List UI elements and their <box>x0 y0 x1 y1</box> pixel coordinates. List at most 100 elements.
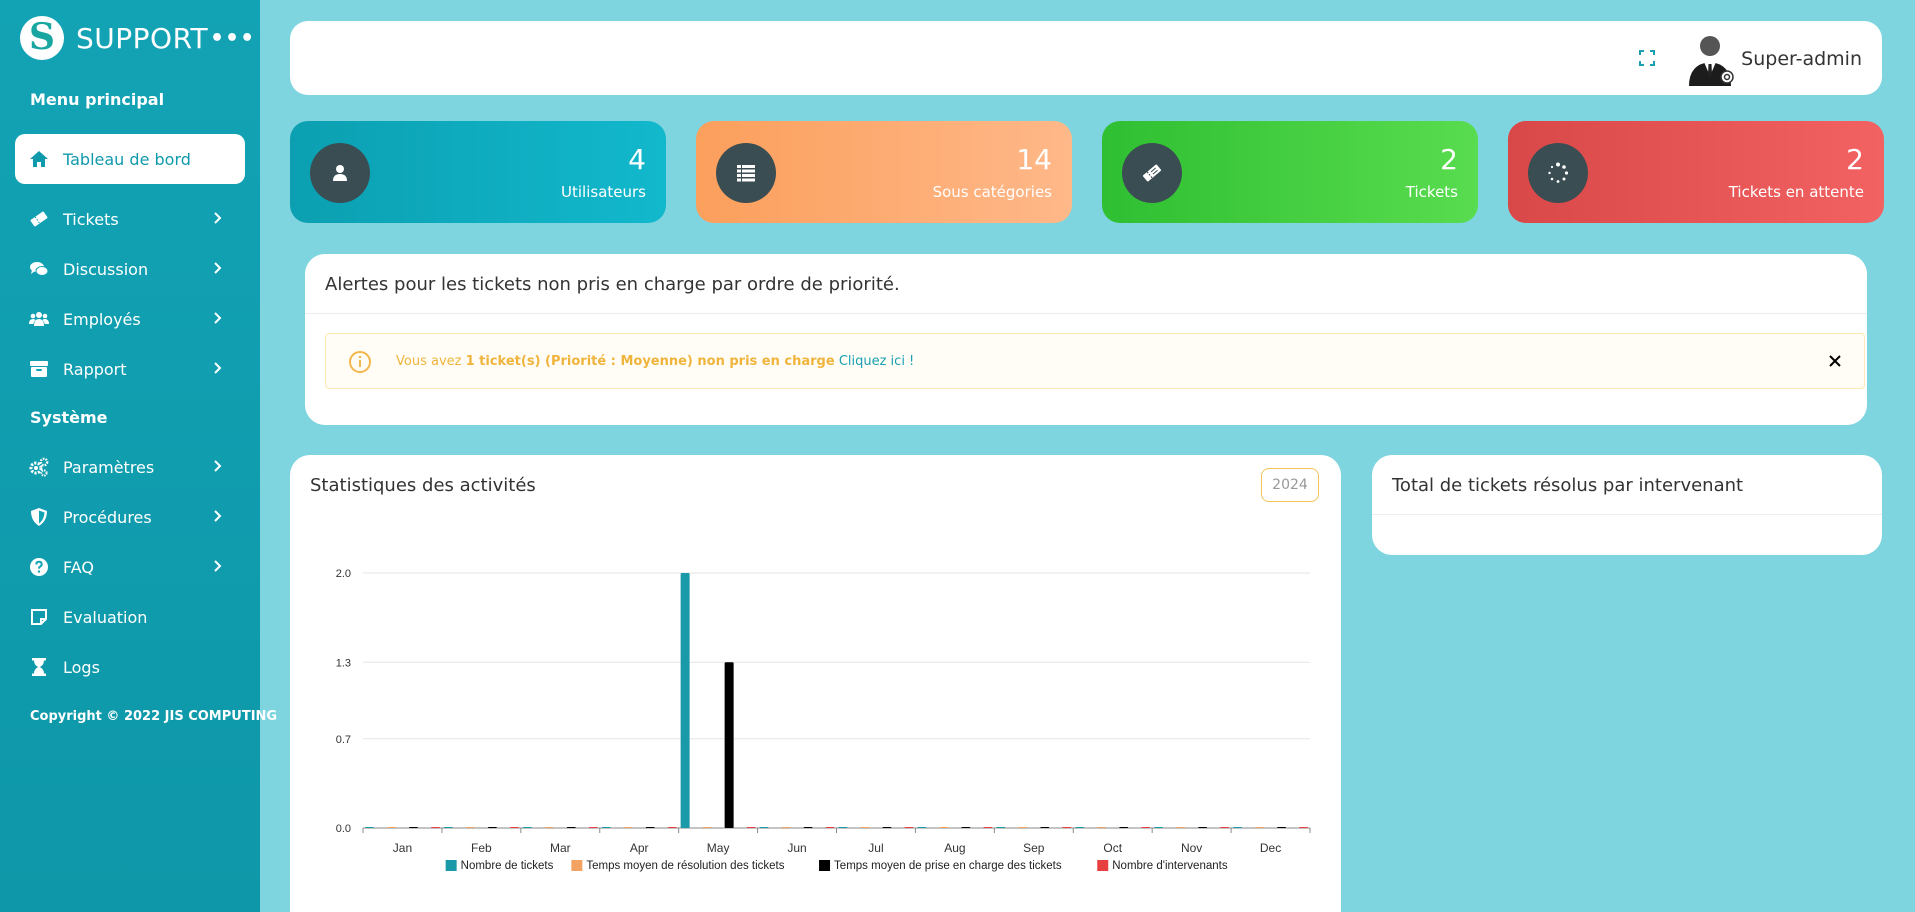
bar <box>882 827 892 828</box>
top-bar: Super-admin <box>290 21 1882 95</box>
sidebar: S SUPPORT ••• Menu principal Tableau de … <box>0 0 277 912</box>
stat-icon-circle <box>716 143 776 203</box>
bar <box>1075 827 1085 828</box>
bar <box>509 827 519 828</box>
sidebar-item-employes[interactable]: Employés <box>15 294 245 344</box>
more-options-icon[interactable]: ••• <box>210 26 256 51</box>
avatar[interactable] <box>1683 32 1737 86</box>
fullscreen-icon[interactable] <box>1639 50 1655 66</box>
brand-name: SUPPORT <box>76 21 209 55</box>
sidebar-item-label: Tickets <box>63 209 119 229</box>
bar <box>1141 827 1151 828</box>
bar <box>825 827 835 828</box>
shield-icon <box>31 508 47 526</box>
brand-logo: S <box>20 16 64 60</box>
bar <box>623 827 633 828</box>
list-icon <box>737 165 755 182</box>
bar <box>645 827 655 828</box>
x-tick-label: Oct <box>1103 841 1122 855</box>
resolved-panel: Total de tickets résolus par intervenant <box>1372 455 1882 555</box>
bar <box>680 573 690 828</box>
bar <box>386 827 396 828</box>
stat-icon-circle <box>1122 143 1182 203</box>
activity-panel: Statistiques des activités 2024 0.0 0.7 1.… <box>290 455 1341 912</box>
stat-card-sous-categories[interactable]: 14 Sous catégories <box>696 121 1072 223</box>
chevron-right-icon <box>214 460 222 472</box>
bar <box>803 827 813 828</box>
bar <box>996 827 1006 828</box>
menu-section-main: Menu principal <box>30 90 165 109</box>
y-tick-label: 0.7 <box>336 734 351 746</box>
legend-label: Nombre d'intervenants <box>1112 860 1228 872</box>
stat-label: Tickets en attente <box>1728 183 1864 201</box>
sidebar-item-label: Discussion <box>63 259 149 279</box>
brand[interactable]: S SUPPORT <box>20 16 208 60</box>
alerts-title: Alertes pour les tickets non pris en cha… <box>325 274 900 295</box>
legend-swatch <box>445 860 457 871</box>
bar <box>1176 827 1186 828</box>
home-icon <box>30 151 48 167</box>
bar <box>408 827 418 828</box>
sidebar-item-label: Procédures <box>63 507 152 527</box>
bar <box>1299 827 1309 828</box>
sidebar-item-label: Tableau de bord <box>63 149 191 169</box>
users-icon <box>29 312 49 326</box>
bar <box>601 827 611 828</box>
year-selector[interactable]: 2024 <box>1261 468 1319 502</box>
x-tick-label: Apr <box>630 841 649 855</box>
sidebar-item-procedures[interactable]: Procédures <box>15 492 245 542</box>
x-tick-label: Aug <box>944 841 965 855</box>
sidebar-item-tableau-de-bord[interactable]: Tableau de bord <box>15 134 245 184</box>
stat-card-utilisateurs[interactable]: 4 Utilisateurs <box>290 121 666 223</box>
hourglass-icon <box>32 658 46 676</box>
stat-value: 14 <box>1016 143 1052 176</box>
ticket-icon <box>30 211 48 227</box>
stat-value: 2 <box>1846 143 1864 176</box>
sidebar-item-tickets[interactable]: Tickets <box>15 194 245 244</box>
sidebar-item-rapport[interactable]: Rapport <box>15 344 245 394</box>
resolved-title: Total de tickets résolus par intervenant <box>1392 475 1744 496</box>
x-tick-label: Dec <box>1260 841 1281 855</box>
stat-value: 2 <box>1440 143 1458 176</box>
note-icon <box>31 609 47 625</box>
bar <box>746 827 756 828</box>
sidebar-item-discussion[interactable]: Discussion <box>15 244 245 294</box>
bar <box>860 827 870 828</box>
stat-label: Utilisateurs <box>561 183 646 201</box>
bar <box>566 827 576 828</box>
bar <box>724 662 734 828</box>
bar <box>667 827 677 828</box>
sidebar-item-parametres[interactable]: Paramètres <box>15 442 245 492</box>
stat-label: Tickets <box>1405 183 1458 201</box>
bar <box>1220 827 1230 828</box>
bar <box>1277 827 1287 828</box>
bar <box>1255 827 1265 828</box>
question-icon <box>30 558 48 576</box>
activity-title: Statistiques des activités <box>310 475 536 496</box>
sidebar-item-evaluation[interactable]: Evaluation <box>15 592 245 642</box>
comments-icon <box>30 262 49 276</box>
bar <box>759 827 769 828</box>
gears-icon <box>29 457 49 477</box>
sidebar-item-faq[interactable]: FAQ <box>15 542 245 592</box>
sidebar-item-logs[interactable]: Logs <box>15 642 245 692</box>
legend-label: Temps moyen de prise en charge des ticke… <box>834 860 1062 872</box>
bar <box>1198 827 1208 828</box>
username[interactable]: Super-admin <box>1741 48 1862 70</box>
x-tick-label: Jul <box>868 841 883 855</box>
stat-card-tickets[interactable]: 2 Tickets <box>1102 121 1478 223</box>
spinner-icon <box>1548 162 1569 183</box>
legend-label: Nombre de tickets <box>461 860 554 872</box>
menu-section-system: Système <box>30 408 108 427</box>
x-tick-label: Mar <box>550 841 571 855</box>
archive-icon <box>30 361 48 377</box>
bar <box>1119 827 1129 828</box>
stat-card-tickets-en-attente[interactable]: 2 Tickets en attente <box>1508 121 1884 223</box>
activity-chart: 0.0 0.7 1.3 2.0 Jan Feb Mar Apr May Jun Jul Aug Sep O… <box>336 568 1311 872</box>
sidebar-item-label: Logs <box>63 657 100 677</box>
chevron-right-icon <box>214 510 222 522</box>
stat-icon-circle <box>1528 143 1588 203</box>
alert-link[interactable]: Cliquez ici ! <box>838 354 915 369</box>
bar <box>443 827 453 828</box>
close-icon[interactable] <box>1828 354 1842 368</box>
